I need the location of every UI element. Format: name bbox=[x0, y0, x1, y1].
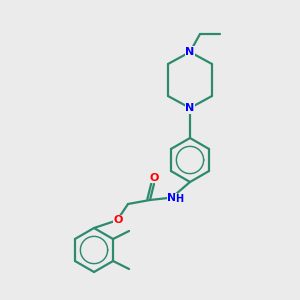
Text: H: H bbox=[175, 194, 183, 204]
Text: N: N bbox=[185, 47, 195, 57]
Text: N: N bbox=[167, 193, 177, 203]
Text: O: O bbox=[113, 215, 123, 225]
Text: N: N bbox=[185, 103, 195, 113]
Text: O: O bbox=[149, 173, 159, 183]
